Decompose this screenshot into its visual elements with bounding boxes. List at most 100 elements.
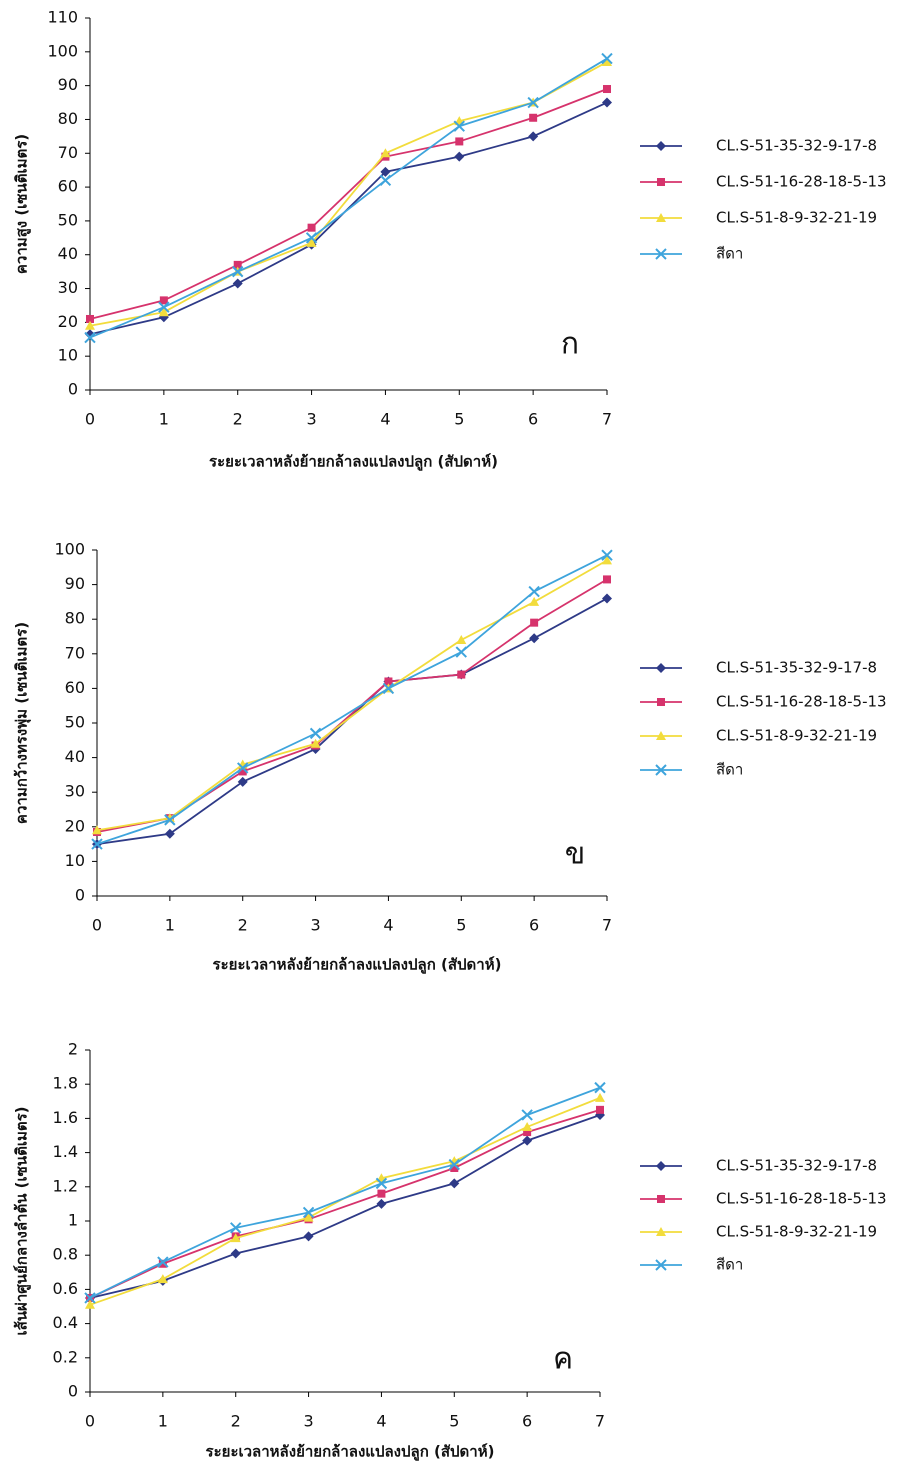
y-tick-label: 40 — [58, 244, 78, 263]
marker — [231, 1248, 241, 1258]
series-line — [97, 598, 607, 844]
marker — [449, 1178, 459, 1188]
chart: 010203040506070809010001234567ระยะเวลาหล… — [13, 540, 887, 975]
legend-label: สีดา — [716, 245, 743, 263]
y-tick-label: 2 — [68, 1040, 78, 1059]
y-tick-label: 20 — [65, 816, 85, 835]
marker — [457, 671, 465, 679]
x-tick-label: 1 — [165, 916, 175, 935]
x-tick-label: 0 — [85, 1412, 95, 1431]
x-tick-label: 6 — [528, 410, 538, 429]
x-tick-label: 2 — [238, 916, 248, 935]
x-tick-label: 6 — [522, 1412, 532, 1431]
marker — [530, 619, 538, 627]
marker — [455, 137, 463, 145]
annotation: ข — [565, 837, 586, 872]
chart: 00.20.40.60.811.21.41.61.8201234567ระยะเ… — [13, 1040, 887, 1462]
annotation: ค — [553, 1342, 573, 1377]
series-line — [90, 62, 607, 326]
page: 010203040506070809010011001234567ระยะเวล… — [0, 0, 923, 1468]
legend-label: CL.S-51-8-9-32-21-19 — [716, 209, 877, 227]
y-tick-label: 20 — [58, 312, 78, 331]
legend-label: CL.S-51-16-28-18-5-13 — [716, 173, 887, 191]
x-tick-label: 1 — [158, 1412, 168, 1431]
y-tick-label: 0.6 — [53, 1279, 78, 1298]
series-line — [97, 560, 607, 830]
y-tick-label: 80 — [65, 609, 85, 628]
y-tick-label: 30 — [65, 782, 85, 801]
marker — [522, 1110, 532, 1120]
marker — [596, 1106, 604, 1114]
y-tick-label: 50 — [58, 210, 78, 229]
y-tick-label: 70 — [58, 143, 78, 162]
x-tick-label: 7 — [602, 916, 612, 935]
x-tick-label: 1 — [159, 410, 169, 429]
legend-marker — [656, 663, 666, 673]
marker — [454, 152, 464, 162]
x-tick-label: 5 — [454, 410, 464, 429]
marker — [529, 114, 537, 122]
y-tick-label: 0 — [68, 1382, 78, 1401]
x-tick-label: 4 — [380, 410, 390, 429]
x-tick-label: 7 — [602, 410, 612, 429]
marker — [456, 635, 466, 644]
legend-marker — [657, 1195, 665, 1203]
marker — [522, 1136, 532, 1146]
y-tick-label: 40 — [65, 747, 85, 766]
y-tick-label: 1.8 — [53, 1074, 78, 1093]
y-tick-label: 1.4 — [53, 1142, 78, 1161]
x-tick-label: 2 — [231, 1412, 241, 1431]
chart: 010203040506070809010011001234567ระยะเวล… — [13, 8, 887, 472]
y-tick-label: 1.6 — [53, 1108, 78, 1127]
legend-label: CL.S-51-8-9-32-21-19 — [716, 1223, 877, 1241]
marker — [603, 85, 611, 93]
legend-marker — [656, 1161, 666, 1171]
x-axis-label: ระยะเวลาหลังย้ายกล้าลงแปลงปลูก (สัปดาห์) — [213, 956, 502, 975]
y-tick-label: 100 — [47, 41, 78, 60]
marker — [304, 1231, 314, 1241]
y-tick-label: 90 — [65, 574, 85, 593]
y-tick-label: 70 — [65, 643, 85, 662]
marker — [377, 1190, 385, 1198]
y-tick-label: 110 — [47, 8, 78, 27]
x-tick-label: 3 — [303, 1412, 313, 1431]
legend-label: สีดา — [716, 1256, 743, 1274]
y-tick-label: 0 — [75, 886, 85, 905]
series-line — [97, 579, 607, 832]
marker — [602, 98, 612, 108]
legend-label: CL.S-51-8-9-32-21-19 — [716, 727, 877, 745]
y-tick-label: 90 — [58, 75, 78, 94]
y-tick-label: 50 — [65, 713, 85, 732]
y-tick-label: 10 — [65, 851, 85, 870]
legend-marker — [657, 178, 665, 186]
marker — [529, 587, 539, 597]
marker — [603, 575, 611, 583]
y-tick-label: 100 — [54, 540, 85, 559]
marker — [595, 1083, 605, 1093]
y-tick-label: 60 — [58, 177, 78, 196]
marker — [456, 647, 466, 657]
y-tick-label: 1 — [68, 1211, 78, 1230]
x-tick-label: 5 — [456, 916, 466, 935]
marker — [233, 278, 243, 288]
y-tick-label: 80 — [58, 109, 78, 128]
y-tick-label: 0.4 — [53, 1313, 78, 1332]
legend-label: CL.S-51-16-28-18-5-13 — [716, 693, 887, 711]
y-tick-label: 1.2 — [53, 1176, 78, 1195]
x-tick-label: 0 — [92, 916, 102, 935]
legend-marker — [656, 141, 666, 151]
x-axis-label: ระยะเวลาหลังย้ายกล้าลงแปลงปลูก (สัปดาห์) — [206, 1443, 495, 1462]
y-tick-label: 30 — [58, 278, 78, 297]
x-tick-label: 2 — [233, 410, 243, 429]
legend-label: CL.S-51-16-28-18-5-13 — [716, 1190, 887, 1208]
series-line — [97, 555, 607, 844]
x-tick-label: 7 — [595, 1412, 605, 1431]
annotation: ก — [561, 327, 579, 362]
x-tick-label: 5 — [449, 1412, 459, 1431]
series-line — [90, 89, 607, 319]
legend-label: CL.S-51-35-32-9-17-8 — [716, 1157, 877, 1175]
legend-label: CL.S-51-35-32-9-17-8 — [716, 659, 877, 677]
x-axis-label: ระยะเวลาหลังย้ายกล้าลงแปลงปลูก (สัปดาห์) — [209, 453, 498, 472]
legend-marker — [657, 698, 665, 706]
y-tick-label: 10 — [58, 346, 78, 365]
